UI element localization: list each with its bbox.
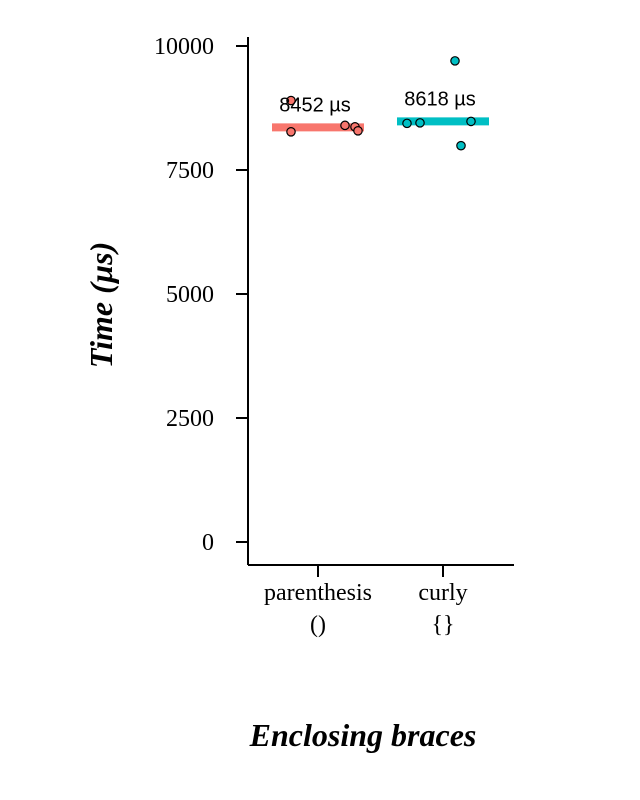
data-point	[456, 140, 466, 151]
x-category-label: parenthesis	[264, 580, 372, 606]
y-axis-title: Time (µs)	[83, 242, 119, 369]
y-axis: 0 2500 5000 7500 10000	[154, 34, 249, 565]
data-point	[466, 116, 476, 127]
plot-area: 8452 µs 8618 µs	[272, 56, 489, 151]
y-tick-label: 0	[202, 530, 214, 556]
data-point	[450, 56, 460, 66]
summary-label: 8618 µs	[404, 88, 476, 110]
data-point	[286, 95, 296, 106]
data-point	[415, 118, 425, 128]
y-tick-label: 7500	[166, 158, 214, 184]
data-point	[340, 120, 350, 131]
data-point	[353, 126, 363, 136]
x-category-label: curly	[418, 580, 467, 606]
x-category-symbol: ()	[310, 612, 326, 638]
x-category-symbol: {}	[431, 612, 454, 638]
y-tick-label: 2500	[166, 406, 214, 432]
x-axis-title: Enclosing braces	[249, 717, 477, 753]
y-tick-label: 10000	[154, 34, 214, 60]
summary-label: 8452 µs	[279, 94, 351, 116]
y-tick-label: 5000	[166, 282, 214, 308]
data-point	[286, 127, 296, 137]
data-point	[402, 118, 412, 129]
x-axis: parenthesis () curly {}	[248, 564, 514, 638]
